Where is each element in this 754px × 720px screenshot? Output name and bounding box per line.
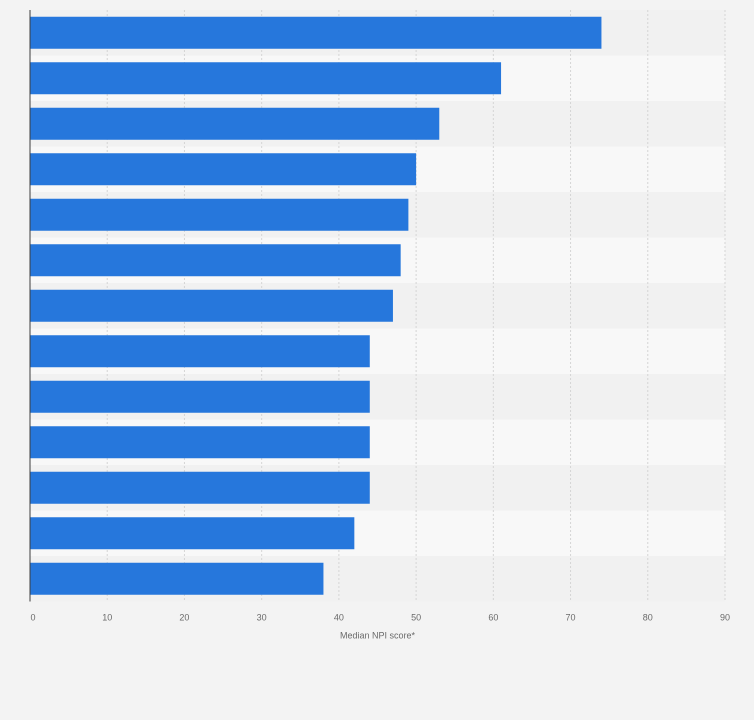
x-tick-label: 50 [411,613,421,623]
bar [30,107,440,140]
x-tick-label: 60 [488,613,498,623]
x-tick-label: 90 [720,613,730,623]
bar [30,335,370,368]
bar [30,62,502,95]
x-tick-label: 70 [566,613,576,623]
bar [30,471,370,504]
x-tick-label: 10 [102,613,112,623]
bars [30,16,602,595]
x-tick-labels: 0 10 20 30 40 50 60 70 80 90 [30,613,730,623]
bar [30,426,370,459]
bar [30,198,409,231]
bar [30,153,417,186]
x-tick-label: 0 [30,613,35,623]
x-tick-label: 20 [179,613,189,623]
x-tick-label: 30 [257,613,267,623]
bar [30,289,393,322]
bar [30,517,355,550]
bar [30,244,401,277]
x-axis-title: Median NPI score* [340,631,416,641]
bar [30,380,370,413]
x-tick-label: 80 [643,613,653,623]
bar [30,562,324,595]
x-tick-label: 40 [334,613,344,623]
bar [30,16,602,49]
